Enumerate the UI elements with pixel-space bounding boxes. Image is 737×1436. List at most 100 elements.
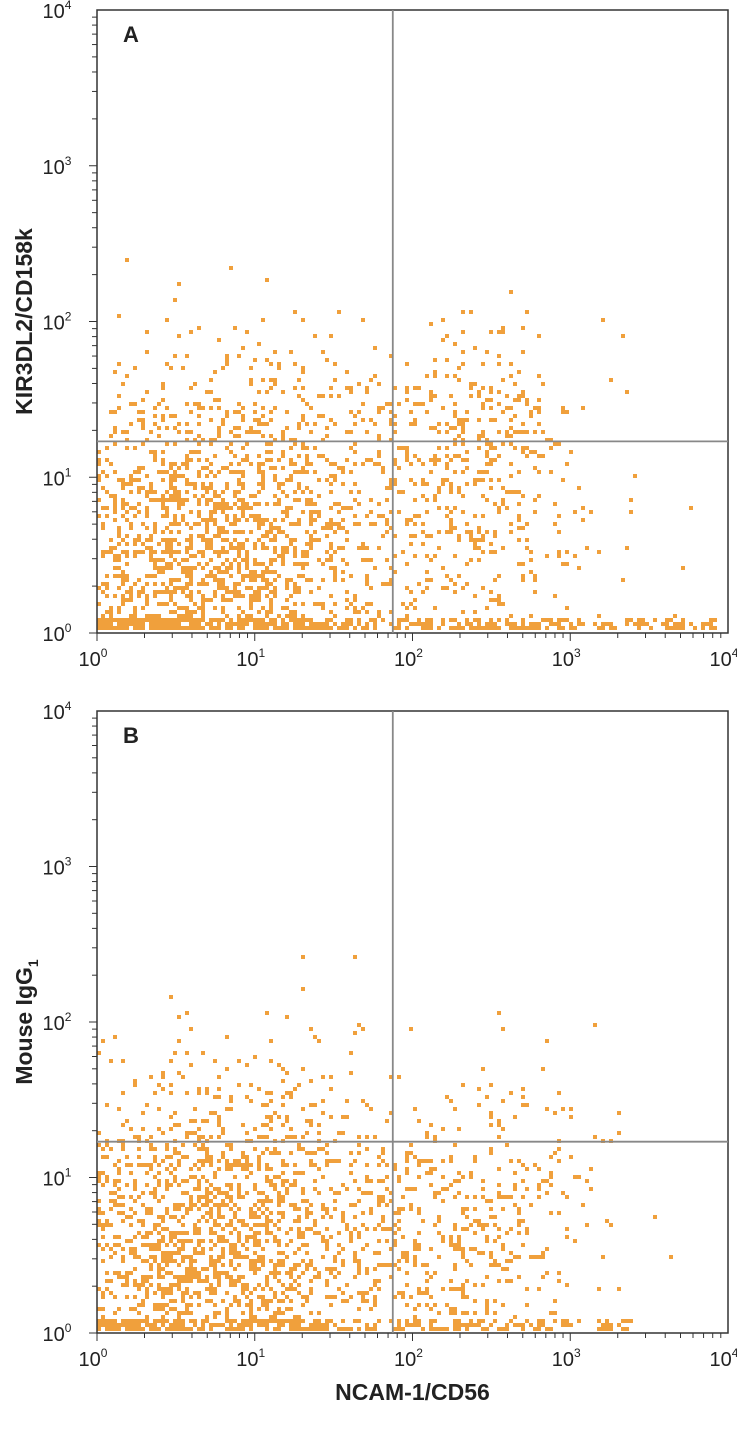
event-point [213,1171,217,1175]
event-point [301,554,305,558]
event-point [489,442,493,446]
event-point [145,494,149,498]
event-point [269,1119,273,1123]
event-point [293,538,297,542]
event-point [225,466,229,470]
event-point [217,534,221,538]
event-point [329,482,333,486]
event-point [413,454,417,458]
event-point [241,1287,245,1291]
event-point [229,590,233,594]
event-point [337,1159,341,1163]
event-point [177,466,181,470]
event-point [485,1275,489,1279]
event-point [521,618,525,622]
event-point [625,618,629,622]
event-point [389,402,393,406]
event-point [397,466,401,470]
event-point [549,438,553,442]
event-point [217,1235,221,1239]
event-point [337,1251,341,1255]
event-point [405,1151,409,1155]
event-point [273,1183,277,1187]
event-point [409,410,413,414]
event-point [469,622,473,626]
event-point [169,1127,173,1131]
event-point [549,1327,553,1331]
event-point [181,1247,185,1251]
event-point [469,1175,473,1179]
event-point [269,466,273,470]
event-point [601,1323,605,1327]
event-point [449,1239,453,1243]
event-point [189,1195,193,1199]
event-point [153,1259,157,1263]
event-point [293,442,297,446]
event-point [225,1163,229,1167]
event-point [465,1295,469,1299]
event-point [145,1171,149,1175]
event-point [221,366,225,370]
event-point [377,410,381,414]
event-point [293,1219,297,1223]
event-point [373,1279,377,1283]
event-point [393,1327,397,1331]
event-point [113,1311,117,1315]
event-point [145,474,149,478]
event-point [173,1215,177,1219]
event-point [101,1323,105,1327]
event-point [445,530,449,534]
event-point [213,1275,217,1279]
event-point [229,1275,233,1279]
event-point [173,586,177,590]
event-point [137,410,141,414]
event-point [133,1255,137,1259]
event-point [305,402,309,406]
event-point [569,1115,573,1119]
event-point [185,1287,189,1291]
event-point [493,1215,497,1219]
event-point [181,1279,185,1283]
event-point [433,370,437,374]
event-point [97,1171,101,1175]
event-point [133,506,137,510]
event-point [337,1287,341,1291]
event-point [365,578,369,582]
event-point [101,582,105,586]
event-point [301,470,305,474]
event-point [465,458,469,462]
event-point [621,578,625,582]
event-point [169,466,173,470]
event-point [545,1327,549,1331]
event-point [125,1279,129,1283]
event-point [285,1307,289,1311]
event-point [397,1227,401,1231]
event-point [401,1327,405,1331]
event-point [117,542,121,546]
event-point [109,538,113,542]
event-point [141,1219,145,1223]
event-point [189,1275,193,1279]
event-point [245,1095,249,1099]
event-point [205,466,209,470]
event-point [197,582,201,586]
event-point [381,1215,385,1219]
y-tick-exponent: 1 [65,465,72,479]
event-point [153,414,157,418]
event-point [361,606,365,610]
event-point [117,1307,121,1311]
event-point [477,558,481,562]
event-point [233,494,237,498]
event-point [301,1187,305,1191]
event-point [469,1171,473,1175]
event-point [225,570,229,574]
event-point [133,1211,137,1215]
event-point [661,622,665,626]
event-point [481,406,485,410]
event-point [341,626,345,630]
event-point [193,1251,197,1255]
event-point [177,1287,181,1291]
event-point [145,1295,149,1299]
event-point [237,546,241,550]
event-point [217,1187,221,1191]
